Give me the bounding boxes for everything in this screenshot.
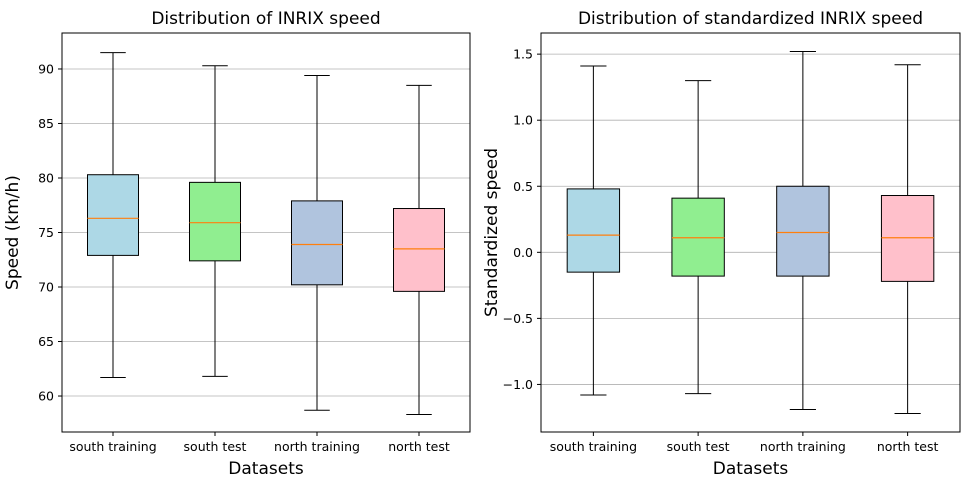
y-tick-label: −1.0 <box>503 377 533 392</box>
y-tick-label: 0.5 <box>513 179 533 194</box>
x-tick-label-north-test: north test <box>877 439 939 454</box>
y-tick-label: 80 <box>38 170 54 185</box>
y-axis-label: Standardized speed <box>482 148 502 317</box>
x-tick-label-south-test: south test <box>184 439 247 454</box>
box-north-test <box>393 84 445 416</box>
box-south-training <box>566 65 621 396</box>
y-tick-label: 75 <box>38 225 54 240</box>
chart-title: Distribution of standardized INRIX speed <box>578 9 923 29</box>
iqr-box <box>880 195 935 282</box>
y-tick-label: −0.5 <box>503 311 533 326</box>
y-axis-label: Speed (km/h) <box>3 175 23 290</box>
y-tick-label: 70 <box>38 280 54 295</box>
iqr-box <box>671 197 725 277</box>
box-north-test <box>880 64 935 415</box>
iqr-box <box>776 185 830 277</box>
right-chart: −1.0 −0.5 0.0 0.5 1.0 1.5 south training south … <box>482 9 961 479</box>
x-axis-label: Datasets <box>228 459 304 479</box>
iqr-box <box>189 181 241 262</box>
x-tick-label-south-training: south training <box>550 439 637 454</box>
left-chart: 60 65 70 75 80 85 90 south training south test no… <box>3 9 471 479</box>
x-tick-label-south-test: south test <box>667 439 730 454</box>
box-north-training <box>291 75 343 411</box>
y-tick-label: 60 <box>38 389 54 404</box>
y-tick-label: 0.0 <box>513 245 533 260</box>
box-south-training <box>87 52 139 378</box>
y-tick-label: 1.5 <box>513 47 533 62</box>
iqr-box <box>566 188 621 273</box>
y-tick-label: 65 <box>38 334 54 349</box>
box-north-training <box>776 50 830 411</box>
iqr-box <box>87 174 139 256</box>
y-tick-label: 90 <box>38 61 54 76</box>
y-tick-label: 1.0 <box>513 113 533 128</box>
x-tick-label-north-test: north test <box>388 439 450 454</box>
x-tick-label-north-training: north training <box>274 439 360 454</box>
iqr-box <box>393 208 445 292</box>
chart-title: Distribution of INRIX speed <box>151 9 380 29</box>
y-tick-label: 85 <box>38 116 54 131</box>
box-south-test <box>189 65 241 377</box>
x-axis-label: Datasets <box>713 459 789 479</box>
iqr-box <box>291 200 343 286</box>
box-south-test <box>671 80 725 395</box>
x-tick-label-south-training: south training <box>69 439 156 454</box>
x-tick-label-north-training: north training <box>760 439 846 454</box>
plot-frame <box>540 32 961 433</box>
